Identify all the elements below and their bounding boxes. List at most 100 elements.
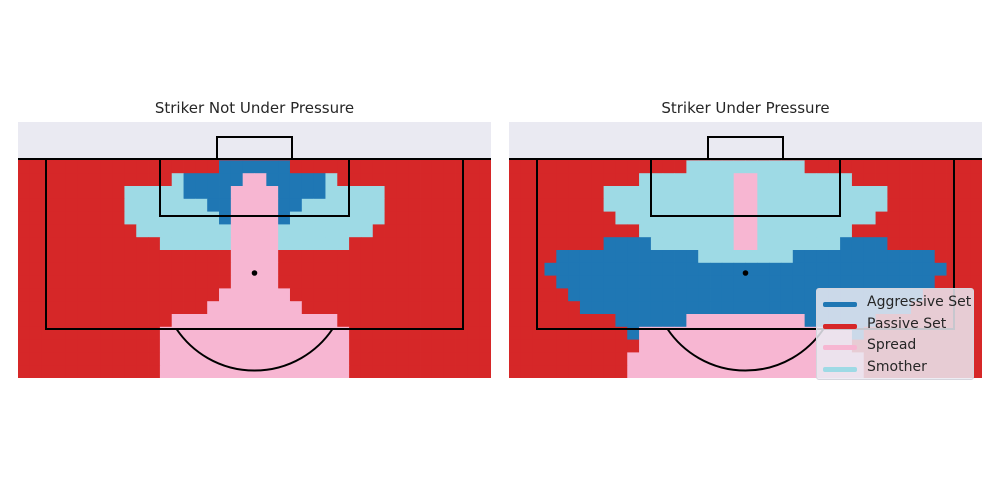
heatmap-cell [195, 250, 208, 264]
heatmap-cell [934, 262, 947, 276]
heatmap-cell [207, 288, 220, 302]
heatmap-cell [556, 224, 569, 238]
heatmap-cell [289, 288, 303, 302]
heatmap-cell [579, 339, 593, 353]
heatmap-cell [532, 262, 545, 276]
heatmap-cell [254, 250, 267, 264]
heatmap-cell [313, 262, 326, 276]
heatmap-cell [136, 301, 149, 315]
heatmap-cell [266, 326, 279, 340]
heatmap-cell [207, 160, 220, 174]
heatmap-cell [219, 211, 232, 225]
heatmap-cell [183, 326, 196, 340]
heatmap-cell [532, 275, 545, 289]
heatmap-cell [721, 352, 735, 366]
heatmap-cell [733, 186, 746, 200]
heatmap-cell [455, 160, 468, 174]
heatmap-cell [77, 211, 90, 225]
heatmap-cell [183, 173, 196, 187]
heatmap-cell [349, 352, 362, 366]
heatmap-cell [301, 250, 315, 264]
heatmap-cell [479, 160, 491, 174]
heatmap-cell [863, 224, 876, 238]
heatmap-cell [579, 262, 593, 276]
heatmap-cell [603, 301, 616, 315]
heatmap-cell [455, 237, 468, 251]
heatmap-cell [112, 237, 125, 251]
heatmap-cell [88, 173, 102, 187]
heatmap-cell [431, 224, 445, 238]
heatmap-cell [934, 224, 947, 238]
goal [707, 136, 784, 160]
heatmap-cell [568, 275, 581, 289]
heatmap-cell [603, 250, 616, 264]
heatmap-cell [396, 173, 409, 187]
heatmap-cell [710, 160, 723, 174]
heatmap-cell [733, 173, 746, 187]
heatmap-cell [520, 301, 534, 315]
heatmap-cell [100, 237, 113, 251]
heatmap-cell [792, 314, 806, 328]
heatmap-cell [195, 237, 208, 251]
heatmap-cell [171, 314, 184, 328]
heatmap-cell [207, 301, 220, 315]
heatmap-cell [650, 314, 664, 328]
heatmap-cell [840, 211, 853, 225]
heatmap-cell [970, 186, 982, 200]
heatmap-cell [922, 211, 936, 225]
heatmap-cell [325, 198, 338, 212]
heatmap-cell [579, 301, 593, 315]
heatmap-cell [100, 301, 113, 315]
heatmap-cell [18, 288, 31, 302]
heatmap-cell [420, 173, 433, 187]
heatmap-cell [77, 288, 90, 302]
heatmap-cell [544, 250, 557, 264]
heatmap-cell [674, 365, 687, 378]
heatmap-cell [431, 326, 445, 340]
heatmap-cell [112, 262, 125, 276]
heatmap-cell [124, 339, 137, 353]
heatmap-cell [219, 314, 232, 328]
heatmap-cell [792, 224, 806, 238]
heatmap-cell [615, 326, 628, 340]
heatmap-cell [278, 173, 291, 187]
heatmap-cell [266, 288, 279, 302]
heatmap-cell [420, 224, 433, 238]
heatmap-cell [420, 352, 433, 366]
heatmap-cell [325, 275, 338, 289]
heatmap-cell [77, 198, 90, 212]
heatmap-cell [851, 237, 865, 251]
heatmap-cell [29, 326, 43, 340]
heatmap-cell [349, 250, 362, 264]
heatmap-cell [325, 326, 338, 340]
heatmap-cell [219, 186, 232, 200]
heatmap-cell [372, 224, 385, 238]
heatmap-cell [733, 250, 746, 264]
heatmap-cell [520, 339, 534, 353]
heatmap-cell [289, 250, 303, 264]
heatmap-cell [780, 301, 794, 315]
heatmap-cell [579, 173, 593, 187]
heatmap-cell [384, 352, 397, 366]
heatmap-cell [171, 301, 184, 315]
heatmap-cell [698, 314, 711, 328]
heatmap-cell [650, 301, 664, 315]
heatmap-cell [88, 352, 102, 366]
heatmap-cell [266, 275, 279, 289]
heatmap-cell [65, 288, 78, 302]
heatmap-cell [840, 250, 853, 264]
heatmap-cell [733, 288, 746, 302]
heatmap-cell [65, 224, 78, 238]
heatmap-cell [431, 198, 445, 212]
heatmap-cell [544, 339, 557, 353]
heatmap-cell [65, 160, 78, 174]
heatmap-cell [556, 301, 569, 315]
heatmap-cell [148, 365, 161, 378]
heatmap-cell [77, 160, 90, 174]
heatmap-cell [313, 186, 326, 200]
heatmap-cell [804, 262, 817, 276]
heatmap-cell [443, 365, 456, 378]
heatmap-cell [349, 288, 362, 302]
heatmap-cell [242, 326, 255, 340]
heatmap-cell [183, 186, 196, 200]
